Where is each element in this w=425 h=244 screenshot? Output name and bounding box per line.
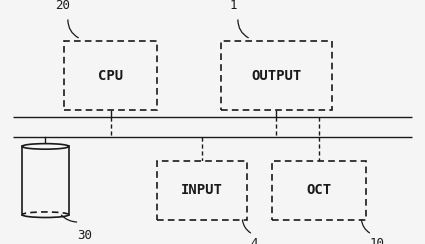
Text: INPUT: INPUT	[181, 183, 223, 197]
Text: 1: 1	[230, 0, 237, 12]
Text: 4: 4	[251, 237, 258, 244]
Bar	[157, 161, 246, 220]
Text: 10: 10	[370, 237, 385, 244]
Text: CPU: CPU	[98, 69, 123, 83]
Bar	[272, 161, 366, 220]
Text: 20: 20	[55, 0, 70, 12]
Bar	[64, 41, 157, 110]
Bar	[221, 41, 332, 110]
Text: OUTPUT: OUTPUT	[251, 69, 301, 83]
Text: OCT: OCT	[306, 183, 332, 197]
Text: 30: 30	[77, 229, 92, 242]
Ellipse shape	[22, 144, 69, 149]
